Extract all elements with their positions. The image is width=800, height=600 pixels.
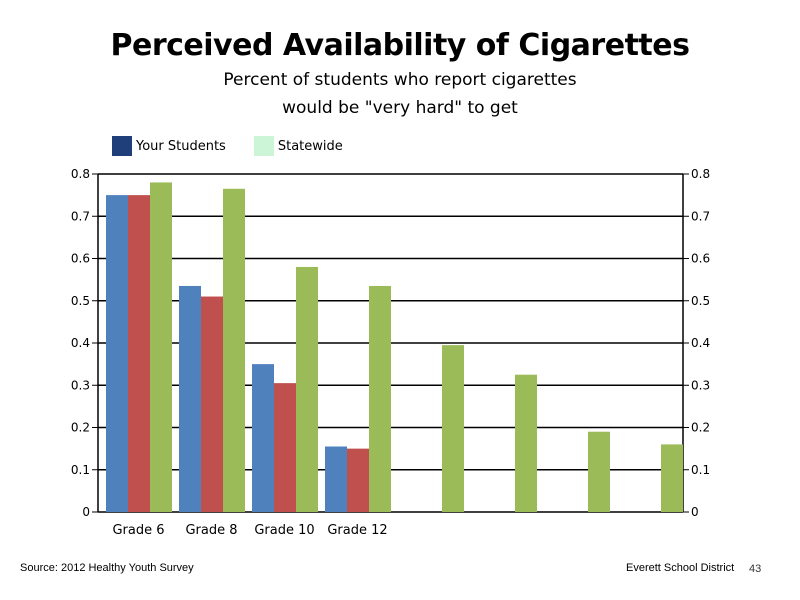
x-tick-label: Grade 6: [112, 523, 164, 538]
bar: [661, 444, 683, 512]
y-tick-label-left: 0.3: [71, 378, 90, 392]
page-number: 43: [749, 563, 762, 575]
bar: [201, 296, 223, 512]
bar: [106, 195, 128, 512]
bar: [515, 374, 537, 512]
y-tick-label-left: 0.7: [71, 209, 90, 223]
source-note: Source: 2012 Healthy Youth Survey: [20, 562, 194, 574]
chart-legend: Your Students Statewide: [112, 136, 371, 156]
legend-swatch-statewide: [253, 136, 274, 156]
y-tick-label-right: 0.2: [691, 421, 710, 435]
legend-item-your-students: Your Students: [112, 136, 226, 156]
y-tick-label-right: 0.6: [691, 252, 710, 266]
bar: [347, 448, 369, 512]
x-tick-label: Grade 10: [254, 523, 314, 538]
bar: [369, 285, 391, 512]
y-tick-label-left: 0: [82, 505, 90, 519]
bar: [325, 446, 347, 512]
chart-title: Perceived Availability of Cigarettes: [110, 28, 690, 63]
x-tick-label: Grade 12: [327, 523, 387, 538]
y-tick-label-left: 0.1: [71, 463, 90, 477]
bar: [274, 383, 296, 512]
bar: [588, 431, 610, 512]
bar: [223, 188, 245, 512]
bar: [442, 345, 464, 512]
bar: [179, 285, 201, 512]
bar: [252, 364, 274, 512]
bar: [128, 195, 150, 512]
y-tick-label-left: 0.2: [71, 421, 90, 435]
bar: [150, 182, 172, 512]
legend-label-your-students: Your Students: [136, 138, 226, 154]
y-tick-label-right: 0.3: [691, 378, 710, 392]
y-tick-label-left: 0.4: [71, 336, 90, 350]
y-tick-label-right: 0: [691, 505, 699, 519]
bar: [296, 266, 318, 512]
y-tick-label-left: 0.6: [71, 252, 90, 266]
legend-swatch-your-students: [112, 136, 132, 156]
organization-name: Everett School District: [626, 562, 735, 574]
y-tick-label-right: 0.4: [691, 336, 710, 350]
y-tick-label-left: 0.5: [71, 294, 90, 308]
chart-subtitle-line-2: would be "very hard" to get: [282, 98, 518, 118]
chart-subtitle-line-1: Percent of students who report cigarette…: [223, 70, 577, 90]
y-tick-label-right: 0.1: [691, 463, 710, 477]
legend-label-statewide: Statewide: [277, 138, 343, 154]
y-tick-label-left: 0.8: [71, 167, 90, 181]
y-tick-label-right: 0.5: [691, 294, 710, 308]
y-tick-label-right: 0.7: [691, 209, 710, 223]
x-tick-label: Grade 8: [185, 523, 237, 538]
legend-item-statewide: Statewide: [253, 136, 343, 156]
y-tick-label-right: 0.8: [691, 167, 710, 181]
